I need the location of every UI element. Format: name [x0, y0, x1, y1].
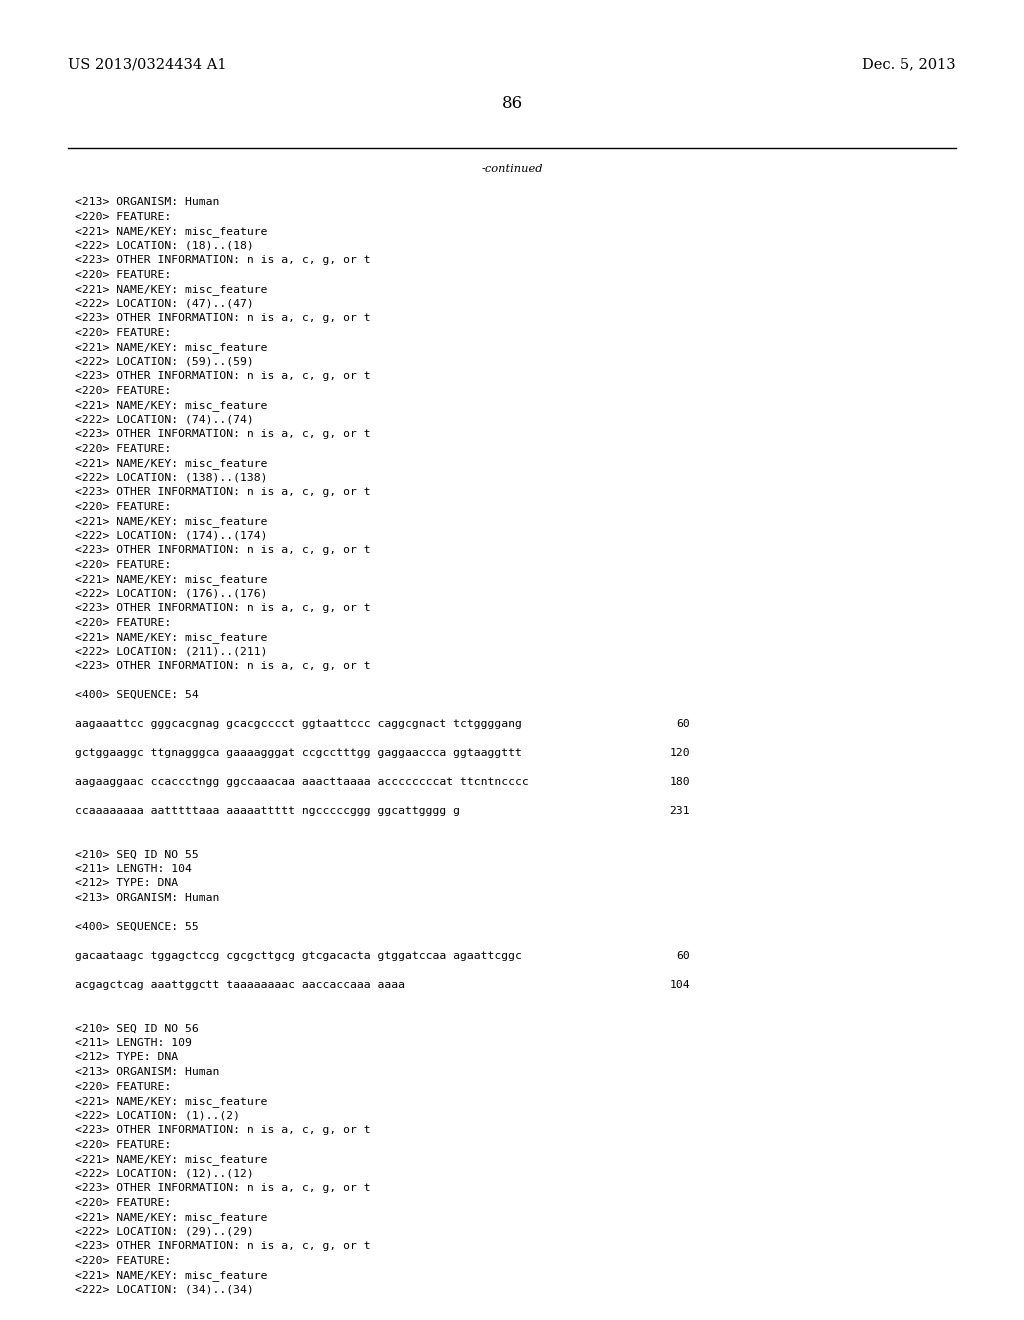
- Text: ccaaaaaaaa aatttttaaa aaaaattttt ngcccccggg ggcattgggg g: ccaaaaaaaa aatttttaaa aaaaattttt ngccccc…: [75, 807, 460, 816]
- Text: <221> NAME/KEY: misc_feature: <221> NAME/KEY: misc_feature: [75, 632, 267, 643]
- Text: <213> ORGANISM: Human: <213> ORGANISM: Human: [75, 894, 219, 903]
- Text: 231: 231: [670, 807, 690, 816]
- Text: <222> LOCATION: (18)..(18): <222> LOCATION: (18)..(18): [75, 240, 254, 251]
- Text: <222> LOCATION: (34)..(34): <222> LOCATION: (34)..(34): [75, 1284, 254, 1295]
- Text: <220> FEATURE:: <220> FEATURE:: [75, 327, 171, 338]
- Text: <220> FEATURE:: <220> FEATURE:: [75, 444, 171, 454]
- Text: <221> NAME/KEY: misc_feature: <221> NAME/KEY: misc_feature: [75, 1270, 267, 1280]
- Text: <210> SEQ ID NO 55: <210> SEQ ID NO 55: [75, 850, 199, 859]
- Text: <220> FEATURE:: <220> FEATURE:: [75, 618, 171, 627]
- Text: <211> LENGTH: 104: <211> LENGTH: 104: [75, 865, 191, 874]
- Text: <212> TYPE: DNA: <212> TYPE: DNA: [75, 1052, 178, 1063]
- Text: 120: 120: [670, 748, 690, 758]
- Text: <223> OTHER INFORMATION: n is a, c, g, or t: <223> OTHER INFORMATION: n is a, c, g, o…: [75, 1125, 371, 1135]
- Text: <222> LOCATION: (138)..(138): <222> LOCATION: (138)..(138): [75, 473, 267, 483]
- Text: <220> FEATURE:: <220> FEATURE:: [75, 1197, 171, 1208]
- Text: <220> FEATURE:: <220> FEATURE:: [75, 1139, 171, 1150]
- Text: <220> FEATURE:: <220> FEATURE:: [75, 502, 171, 511]
- Text: <221> NAME/KEY: misc_feature: <221> NAME/KEY: misc_feature: [75, 574, 267, 585]
- Text: <223> OTHER INFORMATION: n is a, c, g, or t: <223> OTHER INFORMATION: n is a, c, g, o…: [75, 255, 371, 265]
- Text: <221> NAME/KEY: misc_feature: <221> NAME/KEY: misc_feature: [75, 226, 267, 236]
- Text: <222> LOCATION: (47)..(47): <222> LOCATION: (47)..(47): [75, 298, 254, 309]
- Text: <213> ORGANISM: Human: <213> ORGANISM: Human: [75, 1067, 219, 1077]
- Text: -continued: -continued: [481, 164, 543, 174]
- Text: <213> ORGANISM: Human: <213> ORGANISM: Human: [75, 197, 219, 207]
- Text: <211> LENGTH: 109: <211> LENGTH: 109: [75, 1038, 191, 1048]
- Text: <221> NAME/KEY: misc_feature: <221> NAME/KEY: misc_feature: [75, 1212, 267, 1222]
- Text: 104: 104: [670, 979, 690, 990]
- Text: <223> OTHER INFORMATION: n is a, c, g, or t: <223> OTHER INFORMATION: n is a, c, g, o…: [75, 487, 371, 498]
- Text: <220> FEATURE:: <220> FEATURE:: [75, 560, 171, 569]
- Text: <223> OTHER INFORMATION: n is a, c, g, or t: <223> OTHER INFORMATION: n is a, c, g, o…: [75, 1241, 371, 1251]
- Text: <221> NAME/KEY: misc_feature: <221> NAME/KEY: misc_feature: [75, 1154, 267, 1166]
- Text: aagaaattcc gggcacgnag gcacgcccct ggtaattccc caggcgnact tctggggang: aagaaattcc gggcacgnag gcacgcccct ggtaatt…: [75, 719, 522, 729]
- Text: <223> OTHER INFORMATION: n is a, c, g, or t: <223> OTHER INFORMATION: n is a, c, g, o…: [75, 429, 371, 440]
- Text: <221> NAME/KEY: misc_feature: <221> NAME/KEY: misc_feature: [75, 458, 267, 469]
- Text: <220> FEATURE:: <220> FEATURE:: [75, 269, 171, 280]
- Text: <221> NAME/KEY: misc_feature: <221> NAME/KEY: misc_feature: [75, 284, 267, 294]
- Text: aagaaggaac ccaccctngg ggccaaacaa aaacttaaaa accccccccat ttcntncccc: aagaaggaac ccaccctngg ggccaaacaa aaactta…: [75, 777, 528, 787]
- Text: <223> OTHER INFORMATION: n is a, c, g, or t: <223> OTHER INFORMATION: n is a, c, g, o…: [75, 603, 371, 612]
- Text: 180: 180: [670, 777, 690, 787]
- Text: <223> OTHER INFORMATION: n is a, c, g, or t: <223> OTHER INFORMATION: n is a, c, g, o…: [75, 313, 371, 323]
- Text: 86: 86: [502, 95, 522, 112]
- Text: <222> LOCATION: (1)..(2): <222> LOCATION: (1)..(2): [75, 1110, 240, 1121]
- Text: Dec. 5, 2013: Dec. 5, 2013: [862, 57, 956, 71]
- Text: <220> FEATURE:: <220> FEATURE:: [75, 1255, 171, 1266]
- Text: gctggaaggc ttgnagggca gaaaagggat ccgcctttgg gaggaaccca ggtaaggttt: gctggaaggc ttgnagggca gaaaagggat ccgcctt…: [75, 748, 522, 758]
- Text: <222> LOCATION: (29)..(29): <222> LOCATION: (29)..(29): [75, 1226, 254, 1237]
- Text: <220> FEATURE:: <220> FEATURE:: [75, 385, 171, 396]
- Text: <221> NAME/KEY: misc_feature: <221> NAME/KEY: misc_feature: [75, 1096, 267, 1107]
- Text: <223> OTHER INFORMATION: n is a, c, g, or t: <223> OTHER INFORMATION: n is a, c, g, o…: [75, 371, 371, 381]
- Text: <222> LOCATION: (211)..(211): <222> LOCATION: (211)..(211): [75, 647, 267, 656]
- Text: <223> OTHER INFORMATION: n is a, c, g, or t: <223> OTHER INFORMATION: n is a, c, g, o…: [75, 661, 371, 671]
- Text: <222> LOCATION: (12)..(12): <222> LOCATION: (12)..(12): [75, 1168, 254, 1179]
- Text: <221> NAME/KEY: misc_feature: <221> NAME/KEY: misc_feature: [75, 400, 267, 411]
- Text: <222> LOCATION: (74)..(74): <222> LOCATION: (74)..(74): [75, 414, 254, 425]
- Text: US 2013/0324434 A1: US 2013/0324434 A1: [68, 57, 226, 71]
- Text: acgagctcag aaattggctt taaaaaaaac aaccaccaaa aaaa: acgagctcag aaattggctt taaaaaaaac aaccacc…: [75, 979, 406, 990]
- Text: <220> FEATURE:: <220> FEATURE:: [75, 1081, 171, 1092]
- Text: <400> SEQUENCE: 55: <400> SEQUENCE: 55: [75, 921, 199, 932]
- Text: <223> OTHER INFORMATION: n is a, c, g, or t: <223> OTHER INFORMATION: n is a, c, g, o…: [75, 1183, 371, 1193]
- Text: 60: 60: [676, 950, 690, 961]
- Text: <222> LOCATION: (174)..(174): <222> LOCATION: (174)..(174): [75, 531, 267, 540]
- Text: <221> NAME/KEY: misc_feature: <221> NAME/KEY: misc_feature: [75, 342, 267, 352]
- Text: <221> NAME/KEY: misc_feature: <221> NAME/KEY: misc_feature: [75, 516, 267, 527]
- Text: <223> OTHER INFORMATION: n is a, c, g, or t: <223> OTHER INFORMATION: n is a, c, g, o…: [75, 545, 371, 554]
- Text: <400> SEQUENCE: 54: <400> SEQUENCE: 54: [75, 690, 199, 700]
- Text: <222> LOCATION: (59)..(59): <222> LOCATION: (59)..(59): [75, 356, 254, 367]
- Text: gacaataagc tggagctccg cgcgcttgcg gtcgacacta gtggatccaa agaattcggc: gacaataagc tggagctccg cgcgcttgcg gtcgaca…: [75, 950, 522, 961]
- Text: <220> FEATURE:: <220> FEATURE:: [75, 211, 171, 222]
- Text: <210> SEQ ID NO 56: <210> SEQ ID NO 56: [75, 1023, 199, 1034]
- Text: 60: 60: [676, 719, 690, 729]
- Text: <222> LOCATION: (176)..(176): <222> LOCATION: (176)..(176): [75, 589, 267, 598]
- Text: <212> TYPE: DNA: <212> TYPE: DNA: [75, 879, 178, 888]
